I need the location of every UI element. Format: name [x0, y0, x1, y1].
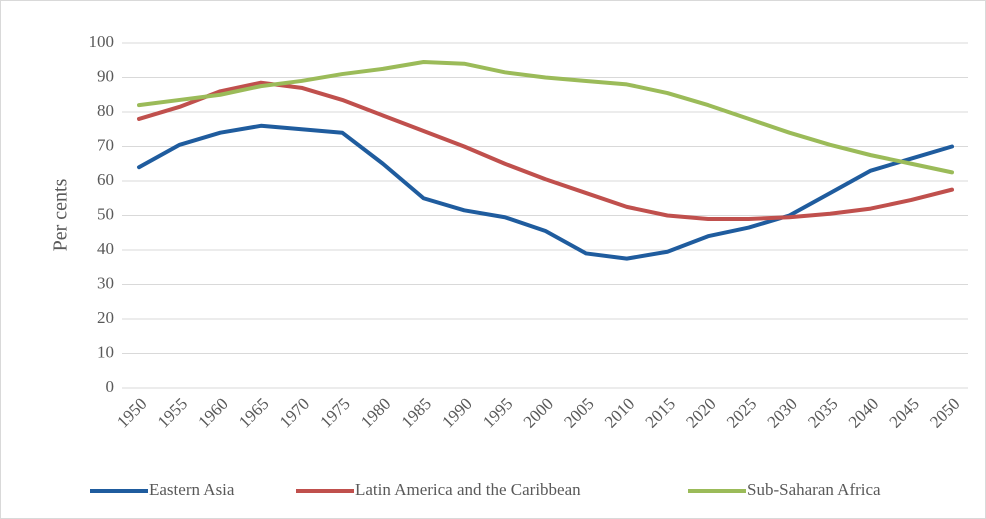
y-tick-label: 20 — [97, 308, 114, 327]
legend-label: Eastern Asia — [149, 480, 235, 499]
legend-label: Sub-Saharan Africa — [747, 480, 881, 499]
legend-label: Latin America and the Caribbean — [355, 480, 581, 499]
y-axis-label: Per cents — [50, 178, 72, 251]
series-line — [137, 123, 954, 261]
y-tick-label: 50 — [97, 204, 114, 223]
y-tick-label: 40 — [97, 239, 114, 258]
y-tick-label: 90 — [97, 66, 114, 85]
y-tick-label: 0 — [106, 377, 115, 396]
y-tick-label: 30 — [97, 273, 114, 292]
y-tick-label: 70 — [97, 135, 114, 154]
y-tick-label: 80 — [97, 101, 114, 120]
y-tick-label: 10 — [97, 342, 114, 361]
y-tick-label: 100 — [89, 32, 115, 51]
y-tick-label: 60 — [97, 170, 114, 189]
series-line — [137, 59, 954, 175]
